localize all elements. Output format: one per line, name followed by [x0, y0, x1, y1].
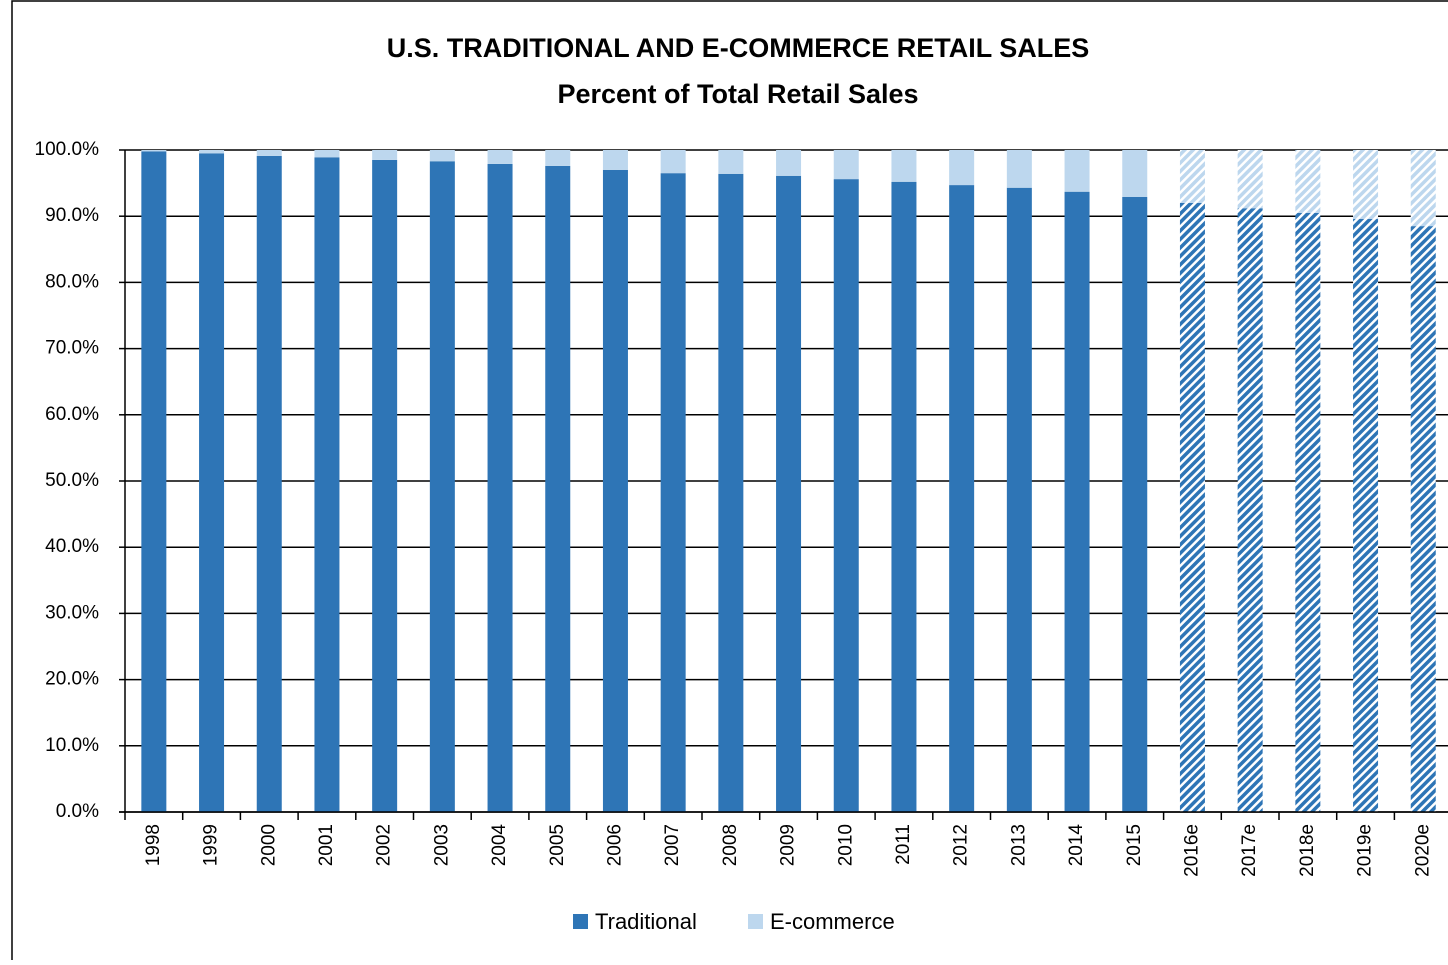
x-tick-label: 2005: [547, 824, 568, 866]
y-tick-label: 60.0%: [45, 404, 99, 425]
bar-segment: [602, 169, 628, 813]
x-tick-label: 1998: [143, 824, 164, 866]
y-tick-label: 40.0%: [45, 536, 99, 557]
bar-segment: [1353, 218, 1379, 812]
bar-segment: [1064, 150, 1090, 192]
bar-segment: [256, 150, 282, 156]
bar-segment: [833, 150, 859, 180]
x-tick-label: 2003: [431, 824, 452, 866]
bar-segment: [1410, 226, 1436, 812]
x-tick-label: 2009: [778, 824, 799, 866]
y-tick-label: 100.0%: [35, 139, 100, 160]
bar-segment: [141, 151, 167, 813]
chart-subtitle: Percent of Total Retail Sales: [557, 79, 918, 109]
legend-label: E-commerce: [770, 909, 895, 934]
y-tick-label: 20.0%: [45, 669, 99, 690]
x-tick-label: 2007: [662, 824, 683, 866]
bar-segment: [1410, 150, 1436, 227]
x-tick-label: 2017e: [1239, 824, 1260, 877]
x-tick-label: 2011: [893, 824, 914, 865]
legend-label: Traditional: [595, 909, 697, 934]
x-tick-label: 2001: [316, 824, 337, 866]
x-tick-label: 2012: [951, 824, 972, 866]
bar-segment: [1179, 202, 1205, 812]
bar-segment: [1353, 150, 1379, 219]
bar-segment: [545, 150, 571, 166]
bar-segment: [891, 150, 917, 182]
x-tick-label: 2000: [258, 824, 279, 866]
bar-segment: [1237, 208, 1263, 813]
bar-segment: [949, 185, 975, 812]
bar-segment: [314, 157, 340, 813]
y-tick-label: 0.0%: [56, 801, 99, 822]
bar-segment: [660, 150, 686, 174]
x-tick-label: 2002: [374, 824, 395, 866]
x-tick-label: 2019e: [1355, 824, 1376, 877]
bar-segment: [1006, 187, 1032, 812]
bar-segment: [1237, 150, 1263, 209]
x-tick-label: 1999: [201, 824, 222, 866]
x-tick-label: 2016e: [1181, 824, 1202, 877]
bar-segment: [949, 150, 975, 186]
bar-segment: [372, 159, 398, 812]
bar-segment: [833, 179, 859, 813]
bar-segment: [1122, 150, 1148, 198]
bar-segment: [1179, 150, 1205, 203]
bar-segment: [1122, 197, 1148, 812]
bar-segment: [429, 161, 455, 812]
y-tick-label: 10.0%: [45, 735, 99, 756]
chart-title: U.S. TRADITIONAL AND E-COMMERCE RETAIL S…: [387, 33, 1090, 63]
y-tick-label: 70.0%: [45, 338, 99, 359]
legend-swatch: [573, 914, 588, 929]
bar-segment: [776, 150, 802, 176]
bar-segment: [1295, 212, 1321, 812]
bar-segment: [256, 155, 282, 812]
x-tick-label: 2015: [1124, 824, 1145, 866]
bar-segment: [1006, 150, 1032, 188]
bar-segment: [314, 150, 340, 158]
bar-segment: [199, 153, 225, 812]
bar-segment: [372, 150, 398, 160]
x-tick-label: 2020e: [1412, 824, 1433, 877]
x-tick-label: 2008: [720, 824, 741, 866]
y-tick-label: 90.0%: [45, 205, 99, 226]
bar-segment: [891, 181, 917, 812]
chart-frame: [11, 0, 1448, 965]
legend-swatch: [748, 914, 763, 929]
bar-segment: [718, 150, 744, 174]
x-tick-label: 2013: [1008, 824, 1029, 866]
bar-segment: [199, 150, 225, 154]
x-tick-label: 2018e: [1297, 824, 1318, 877]
y-tick-label: 50.0%: [45, 470, 99, 491]
x-tick-label: 2014: [1066, 824, 1087, 867]
bar-segment: [487, 163, 513, 813]
bar-segment: [545, 165, 571, 812]
bar-segment: [718, 173, 744, 812]
bar-segment: [429, 150, 455, 162]
x-tick-label: 2004: [489, 824, 510, 867]
bar-segment: [660, 173, 686, 813]
bar-segment: [141, 150, 167, 152]
bar-segment: [602, 150, 628, 170]
bar-segment: [776, 175, 802, 812]
y-tick-label: 80.0%: [45, 271, 99, 292]
bar-segment: [487, 150, 513, 164]
x-tick-label: 2006: [604, 824, 625, 866]
x-tick-label: 2010: [835, 824, 856, 866]
y-tick-label: 30.0%: [45, 602, 99, 623]
bar-segment: [1295, 150, 1321, 213]
bar-segment: [1064, 191, 1090, 812]
